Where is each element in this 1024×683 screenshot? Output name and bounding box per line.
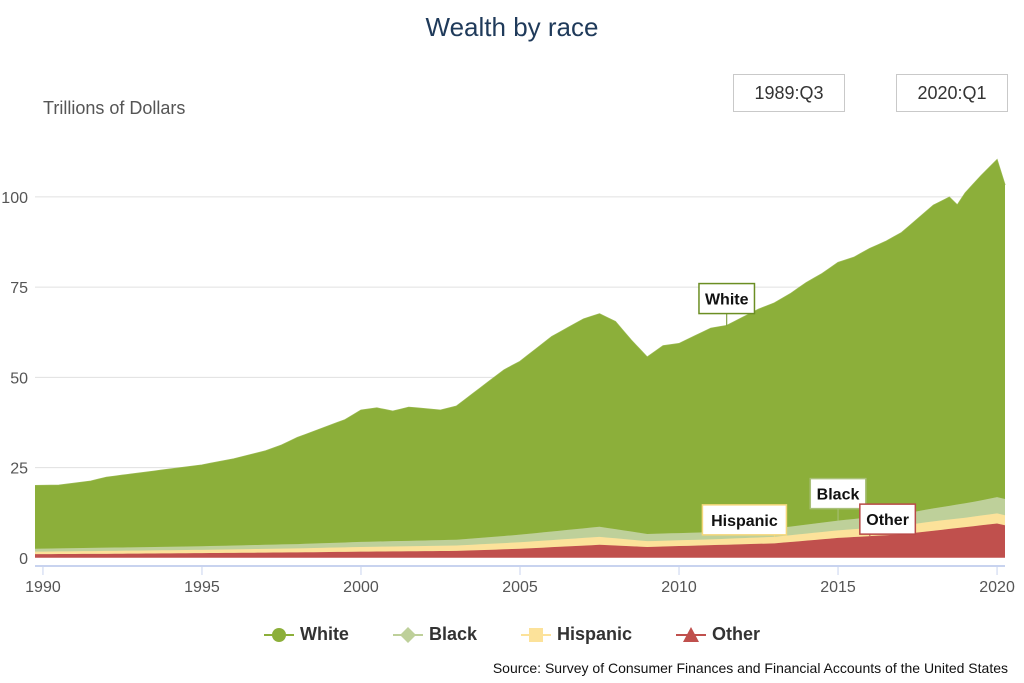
x-tick-layer: 1990 1995 2000 2005 2010 2015 2020 — [25, 567, 1015, 596]
annotation-box — [701, 504, 788, 536]
y-axis-label: Trillions of Dollars — [43, 98, 186, 118]
diamond-icon — [392, 626, 423, 643]
legend-item-hispanic[interactable]: Hispanic — [521, 624, 632, 645]
x-tick-label: 2010 — [661, 579, 697, 596]
y-tick-label: 0 — [19, 551, 28, 568]
legend-label: White — [299, 624, 349, 644]
circle-icon — [263, 627, 294, 642]
x-tick-label: 2005 — [502, 579, 538, 596]
x-tick-label: 1990 — [25, 579, 61, 596]
range-end-input[interactable]: 2020:Q1 — [896, 74, 1008, 112]
annotation-label-black: Black — [817, 487, 860, 504]
annotation-box — [859, 503, 917, 535]
annotation-layer: White Hispanic Black Other — [698, 282, 917, 537]
range-start-input[interactable]: 1989:Q3 — [733, 74, 845, 112]
triangle-icon — [676, 626, 707, 642]
x-tick-label: 2020 — [979, 579, 1015, 596]
y-tick-label: 25 — [10, 461, 28, 478]
annotation-label-other: Other — [866, 512, 909, 529]
y-tick-label: 50 — [10, 370, 28, 387]
legend-item-white[interactable]: White — [263, 624, 349, 645]
y-tick-label: 75 — [10, 280, 28, 297]
legend-label: Hispanic — [557, 624, 633, 644]
annotation-label-hispanic: Hispanic — [711, 513, 778, 530]
annotation-box — [809, 477, 867, 510]
area-other — [35, 523, 1005, 558]
x-tick-label: 2000 — [343, 579, 379, 596]
area-hispanic — [35, 513, 1005, 555]
annotation-box — [698, 282, 756, 315]
line-white — [34, 158, 1006, 487]
chart-title: Wealth by race — [425, 12, 599, 42]
legend-label: Other — [712, 624, 761, 644]
source-note: Source: Survey of Consumer Finances and … — [492, 660, 1008, 676]
x-tick-label: 2015 — [820, 579, 856, 596]
legend-item-black[interactable]: Black — [392, 624, 477, 645]
legend-item-other[interactable]: Other — [676, 624, 760, 645]
area-white — [35, 159, 1005, 549]
annotation-label-white: White — [705, 292, 749, 309]
legend: White Black Hispanic Other — [0, 624, 1024, 645]
legend-label: Black — [428, 624, 477, 644]
square-icon — [521, 627, 551, 642]
area-layer — [34, 158, 1006, 558]
y-tick-label: 100 — [1, 190, 28, 207]
x-tick-label: 1995 — [184, 579, 220, 596]
y-tick-layer: 0 25 50 75 100 — [1, 190, 28, 568]
